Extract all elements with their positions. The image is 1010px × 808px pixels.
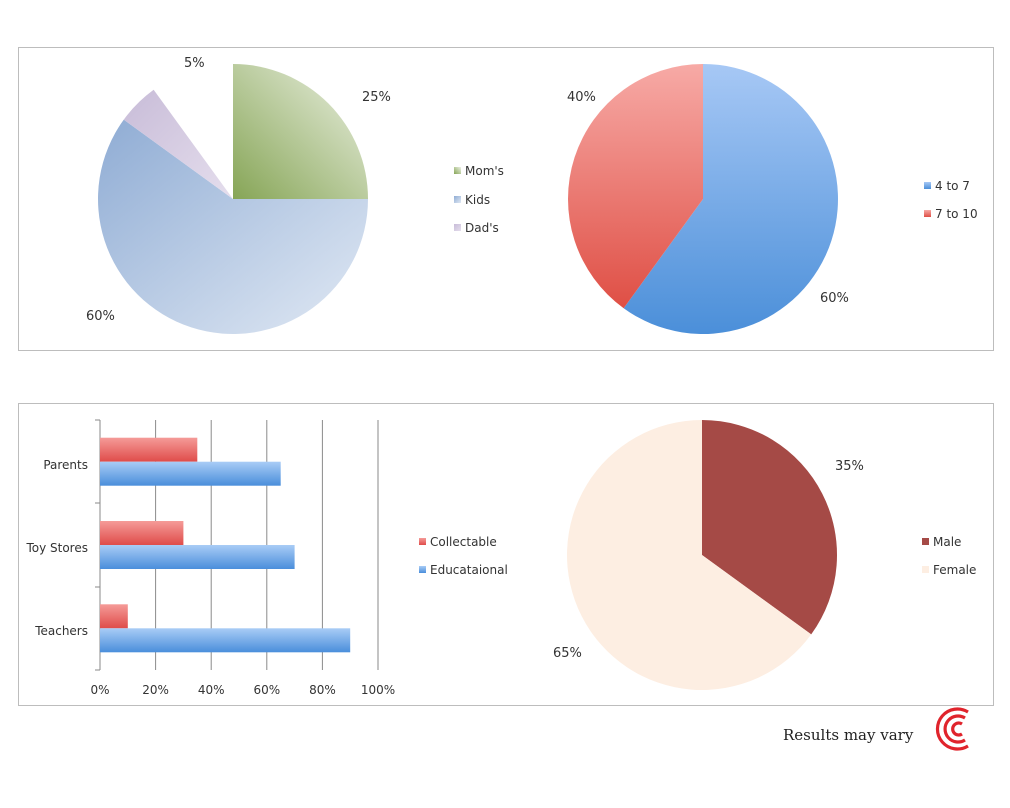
- x-tick-label: 40%: [198, 683, 225, 697]
- bar-collectable-parents: [100, 437, 198, 462]
- data-label-7-to-10: 40%: [567, 90, 596, 105]
- data-label-moms: 25%: [362, 90, 391, 105]
- legend-label-male: Male: [933, 535, 961, 549]
- pie-chart-age-groups: 60% 40% 4 to 7 7 to 10: [567, 63, 978, 335]
- footer-note: Results may vary: [783, 726, 914, 744]
- data-label-dads: 5%: [184, 56, 205, 71]
- category-label-parents: Parents: [43, 458, 88, 472]
- data-label-male: 35%: [835, 459, 864, 474]
- x-tick-label: 60%: [253, 683, 280, 697]
- x-tick-label: 80%: [309, 683, 336, 697]
- bar-collectable-toy-stores: [100, 521, 184, 545]
- legend-swatch-kids: [454, 196, 461, 203]
- legend-label-educational: Educataional: [430, 563, 508, 577]
- legend-swatch-dads: [454, 224, 461, 231]
- data-label-4-to-7: 60%: [820, 291, 849, 306]
- pie-slice-male: [702, 420, 838, 635]
- legend-swatch-male: [922, 538, 929, 545]
- bar-collectable-teachers: [100, 604, 128, 629]
- x-tick-label: 20%: [142, 683, 169, 697]
- legend-label-moms: Mom's: [465, 164, 504, 178]
- pie-chart-gender: 35% 65% Male Female: [553, 420, 976, 690]
- legend-label-female: Female: [933, 563, 976, 577]
- legend-swatch-4-to-7: [924, 182, 931, 189]
- pie-slice-dads: [123, 89, 233, 199]
- pie-slice-female: [567, 420, 812, 690]
- data-label-female: 65%: [553, 646, 582, 661]
- x-tick-label: 100%: [361, 683, 395, 697]
- legend-label-dads: Dad's: [465, 221, 499, 235]
- data-label-kids: 60%: [86, 309, 115, 324]
- legend-swatch-moms: [454, 167, 461, 174]
- pie-slice-7-to-10: [567, 63, 703, 309]
- concentric-c-logo-icon: [935, 707, 969, 751]
- legend-swatch-female: [922, 566, 929, 573]
- legend-label-4-to-7: 4 to 7: [935, 179, 970, 193]
- legend-label-collectable: Collectable: [430, 535, 497, 549]
- bar-educational-toy-stores: [100, 545, 295, 569]
- legend-swatch-7-to-10: [924, 210, 931, 217]
- bar-chart-segments: Parents Toy Stores Teachers 0% 20% 40% 6…: [25, 419, 508, 697]
- legend-label-7-to-10: 7 to 10: [935, 207, 978, 221]
- bar-educational-teachers: [100, 628, 351, 653]
- legend-swatch-educational: [419, 566, 426, 573]
- pie-chart-audience: 25% 60% 5% Mom's Kids Dad's: [86, 56, 504, 334]
- category-label-teachers: Teachers: [34, 624, 88, 638]
- pie-slice-4-to-7: [623, 64, 838, 335]
- legend-swatch-collectable: [419, 538, 426, 545]
- x-tick-label: 0%: [90, 683, 109, 697]
- pie-slice-moms: [233, 64, 368, 199]
- legend-label-kids: Kids: [465, 193, 490, 207]
- pie-slice-kids: [97, 119, 368, 334]
- category-label-toy-stores: Toy Stores: [25, 541, 88, 555]
- bar-educational-parents: [100, 461, 281, 486]
